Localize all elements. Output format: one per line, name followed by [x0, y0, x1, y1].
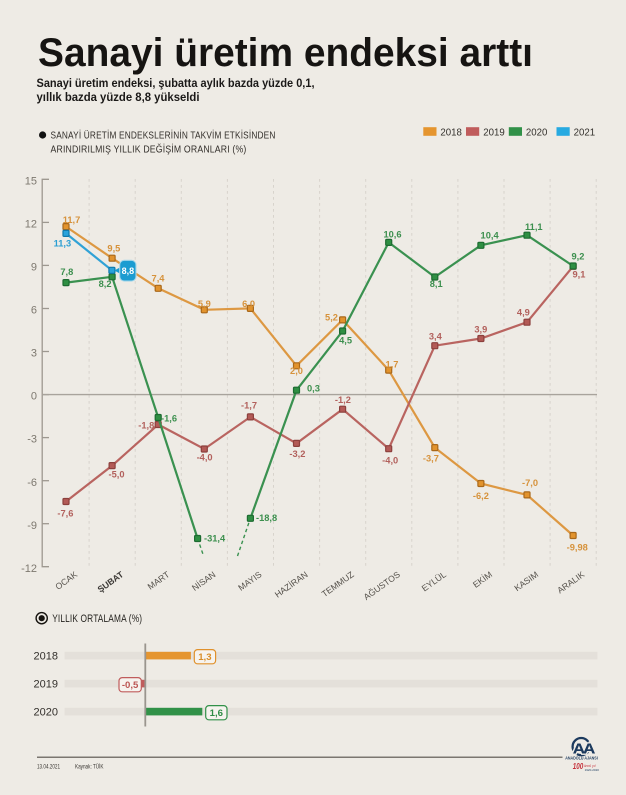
svg-text:0,3: 0,3: [307, 383, 320, 393]
svg-text:-6: -6: [27, 477, 37, 489]
svg-text:-9,98: -9,98: [567, 542, 588, 552]
svg-text:-7,6: -7,6: [57, 508, 73, 518]
svg-text:-3,2: -3,2: [289, 449, 305, 459]
svg-text:8,1: 8,1: [430, 279, 443, 289]
svg-text:AA: AA: [573, 742, 596, 758]
svg-text:-5,0: -5,0: [108, 470, 124, 480]
svg-text:2020: 2020: [526, 127, 548, 139]
svg-text:-1,7: -1,7: [241, 401, 257, 411]
svg-text:yıllık bazda yüzde 8,8 yükseld: yıllık bazda yüzde 8,8 yükseldi: [37, 91, 200, 104]
svg-text:6: 6: [31, 305, 37, 317]
svg-text:8,8: 8,8: [122, 266, 135, 276]
svg-text:5,9: 5,9: [198, 299, 211, 309]
svg-text:9,1: 9,1: [573, 270, 586, 280]
svg-text:1920-2020: 1920-2020: [585, 768, 600, 772]
svg-text:Sanayi üretim endeksi, şubatta: Sanayi üretim endeksi, şubatta aylık baz…: [37, 77, 315, 90]
svg-text:8,2: 8,2: [99, 279, 112, 289]
svg-text:-1,6: -1,6: [161, 413, 177, 423]
svg-text:AA: AA: [573, 742, 596, 758]
svg-text:7,4: 7,4: [152, 274, 166, 284]
svg-text:-4,0: -4,0: [382, 456, 398, 466]
svg-text:3,4: 3,4: [429, 331, 443, 341]
svg-text:10,6: 10,6: [383, 230, 401, 240]
svg-text:0: 0: [31, 391, 37, 403]
svg-text:13.04.2021: 13.04.2021: [37, 764, 60, 771]
svg-text:-7,0: -7,0: [522, 478, 538, 488]
svg-text:2018: 2018: [440, 127, 462, 139]
svg-text:4,5: 4,5: [339, 336, 352, 346]
svg-text:9,5: 9,5: [107, 244, 120, 254]
svg-text:7,8: 7,8: [60, 267, 73, 277]
svg-text:Kaynak: TÜİK: Kaynak: TÜİK: [75, 764, 104, 771]
svg-text:ARINDIRILMIŞ YILLIK DEĞİŞİM OR: ARINDIRILMIŞ YILLIK DEĞİŞİM ORANLARI (%): [51, 145, 247, 156]
svg-text:-18,8: -18,8: [256, 513, 277, 523]
svg-text:-3,7: -3,7: [423, 453, 439, 463]
svg-text:SANAYİ ÜRETİM ENDEKSLERİNİN TA: SANAYİ ÜRETİM ENDEKSLERİNİN TAKVİM ETKİS…: [51, 131, 276, 142]
svg-text:9: 9: [31, 262, 37, 274]
svg-text:Sanayi üretim endeksi arttı: Sanayi üretim endeksi arttı: [38, 31, 533, 75]
svg-text:2018: 2018: [34, 650, 58, 662]
svg-text:-31,4: -31,4: [204, 534, 226, 544]
svg-text:-3: -3: [27, 434, 37, 446]
svg-text:2,0: 2,0: [290, 366, 303, 376]
svg-text:11,3: 11,3: [54, 238, 72, 248]
svg-text:ANADOLU AJANSI: ANADOLU AJANSI: [565, 756, 598, 761]
svg-text:100: 100: [573, 762, 584, 771]
svg-text:-1,8: -1,8: [138, 421, 154, 431]
svg-text:3: 3: [31, 348, 37, 360]
svg-text:11,1: 11,1: [525, 222, 543, 232]
svg-text:-9: -9: [27, 520, 37, 532]
svg-text:5,2: 5,2: [325, 313, 338, 323]
svg-text:6,0: 6,0: [242, 299, 255, 309]
svg-text:-6,2: -6,2: [473, 491, 489, 501]
svg-text:10,4: 10,4: [481, 231, 500, 241]
svg-text:1,6: 1,6: [210, 708, 223, 719]
svg-text:-0,5: -0,5: [122, 680, 139, 691]
svg-text:4,9: 4,9: [517, 308, 530, 318]
svg-text:1,7: 1,7: [386, 360, 399, 370]
svg-text:9,2: 9,2: [572, 252, 585, 262]
svg-text:11,7: 11,7: [63, 215, 81, 225]
svg-text:1,3: 1,3: [198, 652, 211, 663]
svg-text:YILLIK ORTALAMA (%): YILLIK ORTALAMA (%): [52, 613, 142, 625]
svg-text:15: 15: [25, 175, 37, 187]
svg-text:3,9: 3,9: [474, 324, 487, 334]
svg-text:2021: 2021: [574, 127, 596, 139]
svg-text:-4,0: -4,0: [197, 453, 213, 463]
svg-text:2020: 2020: [34, 706, 58, 718]
svg-text:2019: 2019: [34, 678, 58, 690]
svg-text:-12: -12: [21, 563, 37, 575]
svg-text:2019: 2019: [483, 127, 505, 139]
svg-text:-1,2: -1,2: [335, 395, 351, 405]
svg-text:üncü yıl: üncü yıl: [584, 764, 596, 768]
svg-text:12: 12: [25, 219, 37, 231]
